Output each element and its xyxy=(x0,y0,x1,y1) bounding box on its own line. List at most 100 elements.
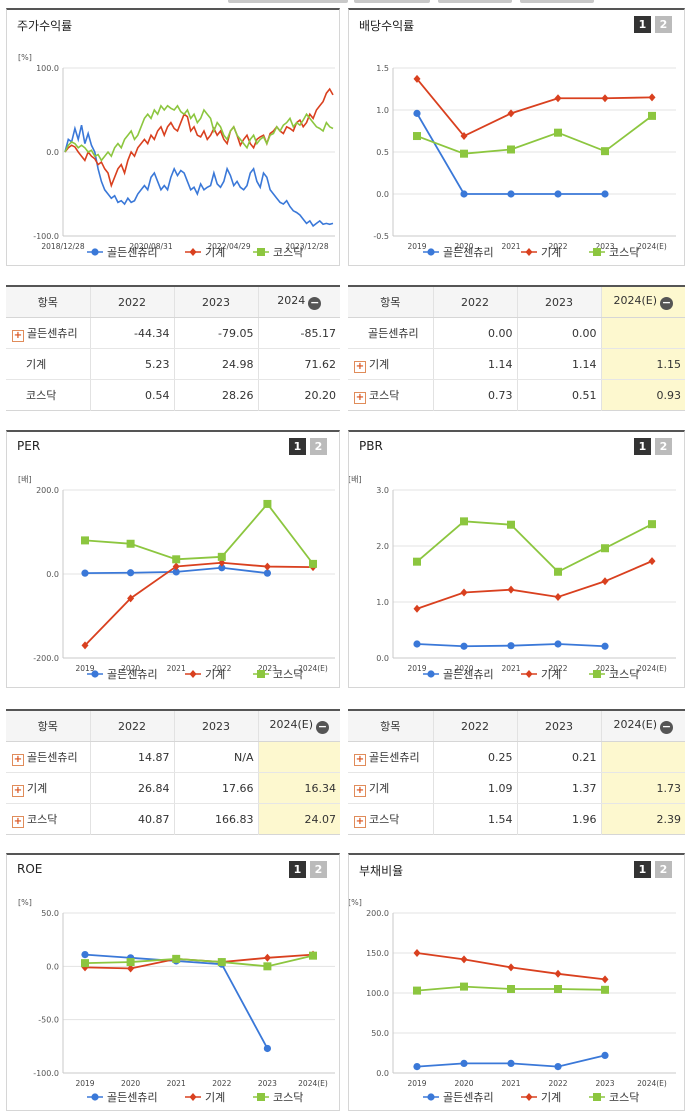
tab-1-button[interactable]: 1 xyxy=(289,861,306,878)
x-tick-label: 2022 xyxy=(212,664,231,673)
tab-2-button[interactable]: 2 xyxy=(310,438,327,455)
data-point xyxy=(218,564,226,572)
tab-2-button[interactable]: 2 xyxy=(655,861,672,878)
data-point xyxy=(593,1093,601,1101)
data-point xyxy=(427,670,435,678)
table-cell: 1.15 xyxy=(600,348,685,380)
x-tick-label: 2024(E) xyxy=(298,664,328,673)
collapse-icon[interactable]: − xyxy=(308,296,322,310)
data-point xyxy=(648,93,656,102)
axis-unit: [%] xyxy=(18,898,32,907)
collapse-icon[interactable]: − xyxy=(660,296,674,310)
table-header-row: 항목 2022 2023 2024− xyxy=(6,286,340,318)
data-point xyxy=(460,642,468,650)
tab-2-button[interactable]: 2 xyxy=(310,861,327,878)
tab-1-button[interactable]: 1 xyxy=(634,861,651,878)
x-tick-label: 2021 xyxy=(501,664,520,673)
expand-icon[interactable]: + xyxy=(12,784,24,797)
expand-icon[interactable]: + xyxy=(354,360,366,373)
panel-title: PBR xyxy=(359,439,383,453)
expand-icon[interactable]: + xyxy=(12,753,24,766)
data-point xyxy=(126,539,135,548)
table-row: + 기계 26.84 17.66 16.34 xyxy=(6,772,340,804)
legend-label: 기계 xyxy=(541,1091,561,1104)
data-point xyxy=(525,1093,533,1101)
data-point xyxy=(263,1044,271,1053)
expand-icon[interactable]: + xyxy=(354,391,366,404)
data-point xyxy=(525,248,533,256)
expand-icon[interactable]: + xyxy=(354,815,366,828)
expand-icon[interactable]: + xyxy=(354,784,366,797)
per-chart: [배] 200.0 0.0 -200.0 2019 2020 2021 2022 2023 202… xyxy=(18,475,335,681)
row-label-cell: + 골든센츄리 xyxy=(348,741,433,773)
row-label-cell: 코스닥 xyxy=(6,380,90,411)
row-label-cell: + 코스닥 xyxy=(348,804,433,835)
row-label: 골든센츄리 xyxy=(27,750,78,764)
row-label: 기계 xyxy=(369,357,390,371)
x-tick-label: 2019 xyxy=(407,1079,426,1088)
data-point xyxy=(601,975,609,984)
y-tick-label: 2.0 xyxy=(376,542,389,551)
tab-group: 1 2 xyxy=(289,438,327,455)
table-header-cell: 항목 xyxy=(348,286,433,318)
expand-icon[interactable]: + xyxy=(12,815,24,828)
x-tick-label: 2020 xyxy=(454,242,473,251)
series-line xyxy=(64,104,334,162)
header-label: 2024(E) xyxy=(269,718,314,731)
collapse-icon[interactable]: − xyxy=(316,720,330,734)
data-point xyxy=(81,959,89,968)
legend-label: 골든센츄리 xyxy=(107,1091,158,1104)
y-tick-label: 200.0 xyxy=(366,909,389,918)
data-point xyxy=(263,569,271,577)
data-point xyxy=(413,557,421,566)
tab-group: 1 2 xyxy=(634,438,672,455)
x-tick-label: 2024(E) xyxy=(637,242,667,251)
legend-label: 코스닥 xyxy=(609,1091,639,1104)
tab-1-button[interactable]: 1 xyxy=(634,438,651,455)
y-tick-label: 1.0 xyxy=(376,598,389,607)
data-point xyxy=(81,536,89,545)
data-point xyxy=(648,111,656,120)
tab-1-button[interactable]: 1 xyxy=(289,438,306,455)
data-point xyxy=(413,604,421,613)
tab-2-button[interactable]: 2 xyxy=(655,16,672,33)
expand-icon[interactable]: + xyxy=(12,329,24,342)
legend-label: 기계 xyxy=(205,246,225,259)
collapse-icon[interactable]: − xyxy=(660,720,674,734)
tab-1-button[interactable]: 1 xyxy=(634,16,651,33)
table-cell: 5.23 xyxy=(89,348,174,380)
data-point xyxy=(601,1051,609,1059)
y-tick-label: 50.0 xyxy=(41,909,59,918)
header-label: 2023 xyxy=(545,719,573,733)
data-point xyxy=(413,1063,421,1071)
expand-icon[interactable]: + xyxy=(354,753,366,766)
x-tick-label: 2019 xyxy=(407,664,426,673)
data-point xyxy=(217,958,226,967)
row-label-cell: + 기계 xyxy=(348,348,433,380)
tab-2-button[interactable]: 2 xyxy=(655,438,672,455)
legend-label: 기계 xyxy=(205,1091,225,1104)
data-point xyxy=(554,985,562,993)
x-tick-label: 2018/12/28 xyxy=(41,242,84,251)
legend-label: 코스닥 xyxy=(273,1091,303,1104)
data-point xyxy=(507,109,515,118)
table-cell: -79.05 xyxy=(173,317,258,349)
header-label: 2023 xyxy=(545,295,573,309)
data-point xyxy=(172,562,180,571)
row-label-cell: + 코스닥 xyxy=(6,804,90,835)
series-line xyxy=(64,124,334,228)
table-header-cell: 2022 xyxy=(432,710,517,742)
table-cell: -44.34 xyxy=(89,317,174,349)
y-tick-label: -50.0 xyxy=(38,1016,59,1025)
series-line xyxy=(84,954,314,968)
row-label-cell: 골든센츄리 xyxy=(348,317,433,349)
x-tick-label: 2022 xyxy=(548,242,567,251)
table-header-row: 항목 2022 2023 2024(E) − xyxy=(348,710,685,742)
y-tick-label: 150.0 xyxy=(366,949,389,958)
legend-label: 코스닥 xyxy=(609,668,639,681)
data-point xyxy=(554,94,562,103)
table-header-cell: 2023 xyxy=(516,286,601,318)
x-tick-label: 2020 xyxy=(454,664,473,673)
data-point xyxy=(593,670,601,678)
legend-label: 코스닥 xyxy=(273,246,303,259)
